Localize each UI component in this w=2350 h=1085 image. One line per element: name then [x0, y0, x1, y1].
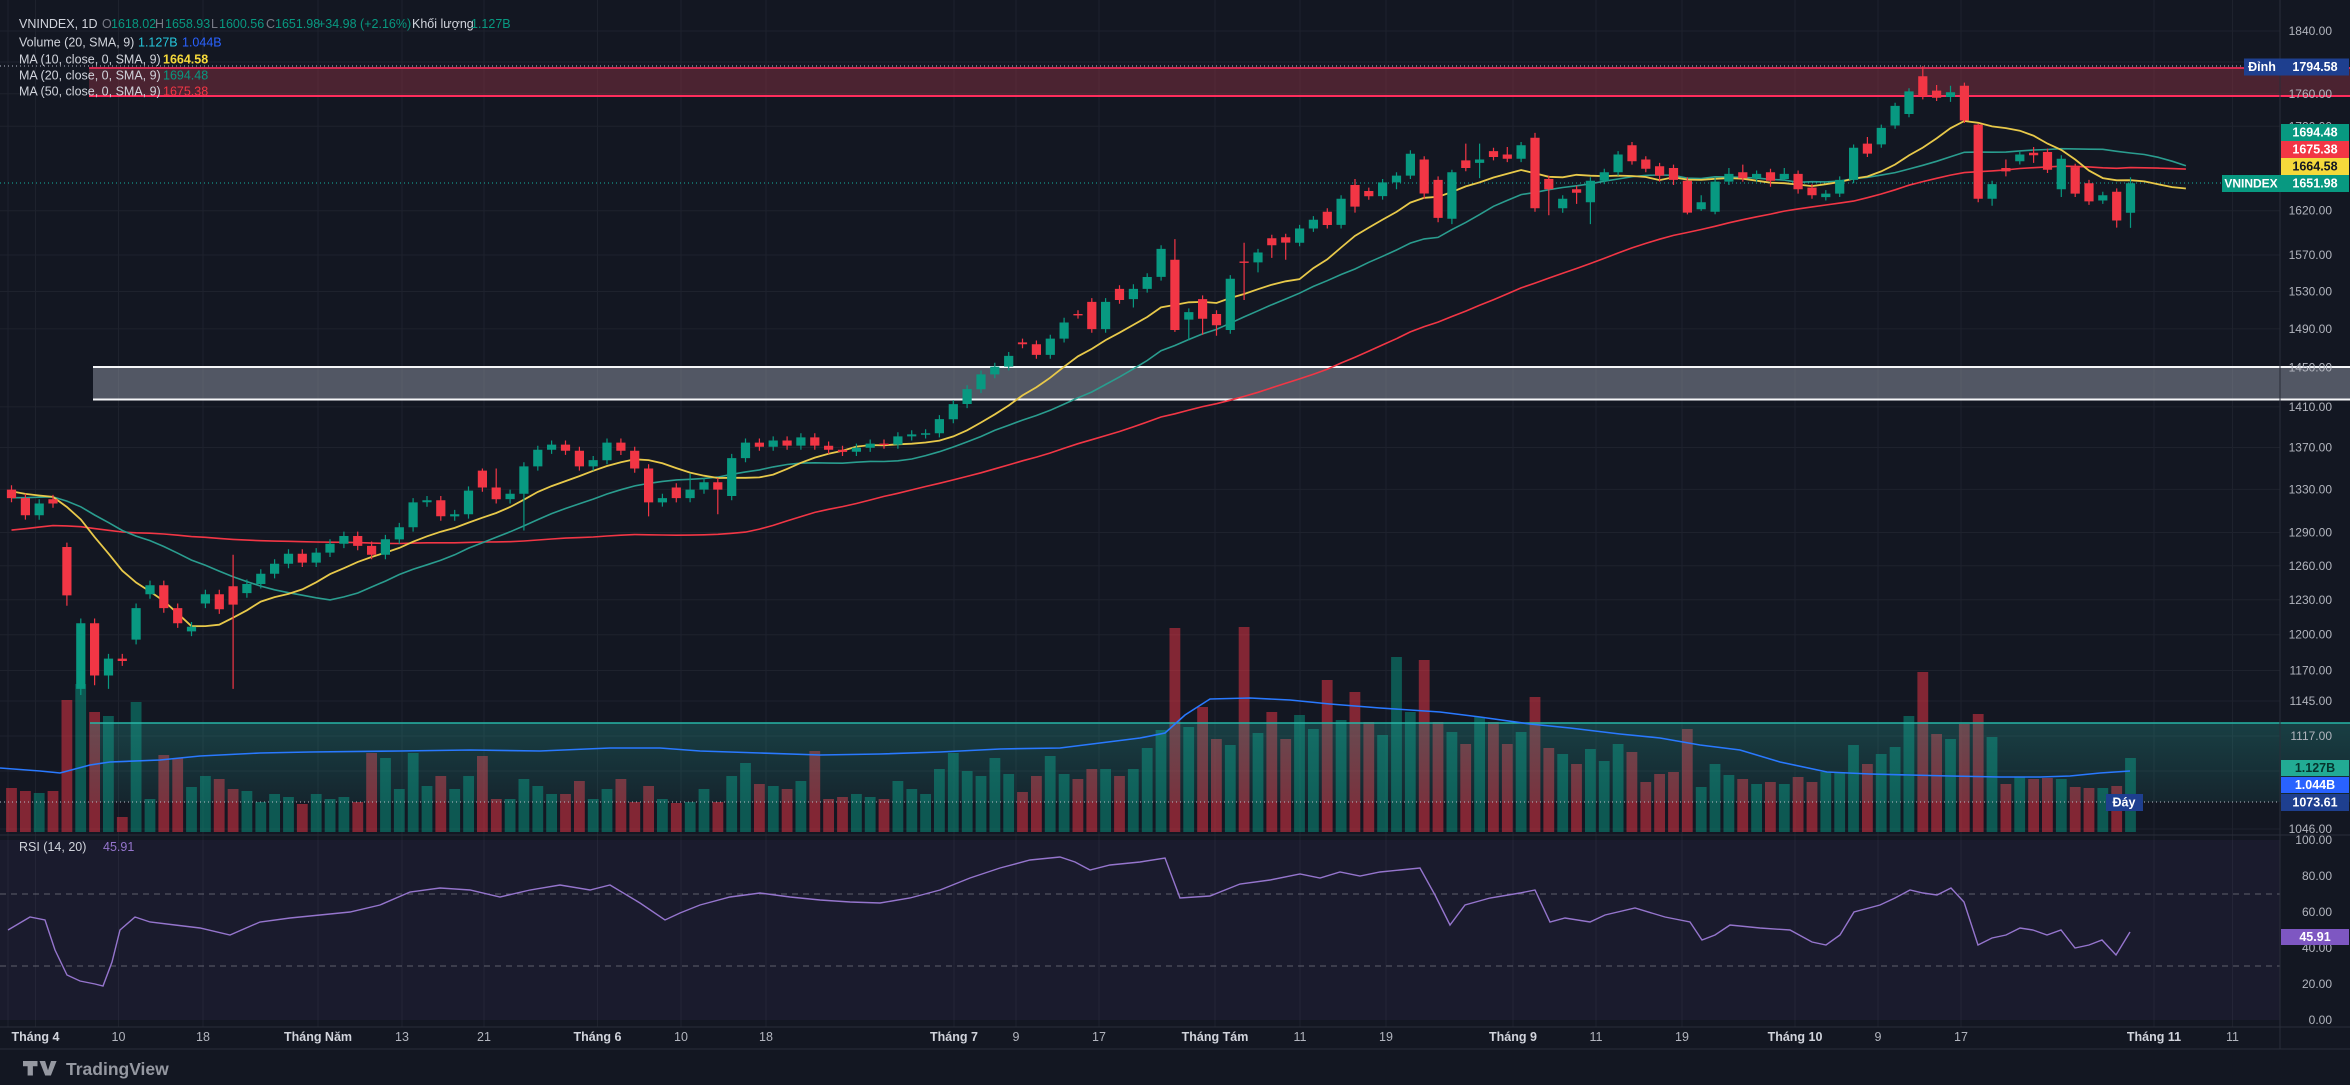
svg-text:1600.56: 1600.56	[219, 17, 264, 31]
svg-text:Tháng 4: Tháng 4	[12, 1030, 60, 1044]
svg-text:11: 11	[1590, 1030, 1603, 1044]
svg-text:1530.00: 1530.00	[2289, 285, 2333, 299]
svg-text:1664.58: 1664.58	[2292, 160, 2337, 174]
svg-text:1.044B: 1.044B	[182, 36, 222, 50]
svg-text:1046.00: 1046.00	[2289, 822, 2333, 836]
svg-text:+34.98 (+2.16%): +34.98 (+2.16%)	[318, 17, 411, 31]
svg-text:1.044B: 1.044B	[2295, 778, 2335, 792]
svg-text:Tháng 11: Tháng 11	[2127, 1030, 2181, 1044]
svg-text:1230.00: 1230.00	[2289, 593, 2333, 607]
svg-text:1117.00: 1117.00	[2290, 729, 2332, 743]
svg-text:Tháng 6: Tháng 6	[574, 1030, 622, 1044]
svg-text:1760.00: 1760.00	[2289, 87, 2333, 101]
svg-text:1200.00: 1200.00	[2289, 628, 2333, 642]
svg-text:Tháng 10: Tháng 10	[1768, 1030, 1823, 1044]
svg-text:80.00: 80.00	[2302, 869, 2332, 883]
svg-text:19: 19	[1379, 1030, 1393, 1044]
svg-text:MA (20, close, 0, SMA, 9): MA (20, close, 0, SMA, 9)	[19, 69, 161, 83]
svg-text:MA (50, close, 0, SMA, 9): MA (50, close, 0, SMA, 9)	[19, 85, 161, 99]
svg-text:C: C	[266, 17, 275, 31]
svg-text:1410.00: 1410.00	[2289, 400, 2333, 414]
svg-text:1794.58: 1794.58	[2292, 60, 2337, 74]
svg-text:Đáy: Đáy	[2113, 796, 2136, 810]
svg-text:1651.98: 1651.98	[2292, 177, 2337, 191]
svg-text:1170.00: 1170.00	[2290, 664, 2333, 678]
svg-text:13: 13	[395, 1030, 409, 1044]
svg-text:18: 18	[759, 1030, 773, 1044]
svg-text:1.127B: 1.127B	[471, 17, 511, 31]
svg-text:0.00: 0.00	[2309, 1013, 2333, 1027]
svg-text:Tháng Tám: Tháng Tám	[1182, 1030, 1249, 1044]
svg-text:1675.38: 1675.38	[2292, 143, 2337, 157]
svg-text:VNINDEX, 1D: VNINDEX, 1D	[19, 17, 98, 31]
svg-text:Volume (20, SMA, 9): Volume (20, SMA, 9)	[19, 36, 134, 50]
svg-text:17: 17	[1954, 1030, 1968, 1044]
svg-text:18: 18	[196, 1030, 210, 1044]
svg-text:1664.58: 1664.58	[163, 53, 208, 67]
svg-text:TradingView: TradingView	[66, 1059, 169, 1079]
svg-text:1145.00: 1145.00	[2290, 694, 2333, 708]
svg-text:100.00: 100.00	[2295, 833, 2332, 847]
svg-text:10: 10	[112, 1030, 126, 1044]
svg-text:20.00: 20.00	[2302, 977, 2332, 991]
svg-text:L: L	[211, 17, 218, 31]
svg-text:11: 11	[2226, 1030, 2239, 1044]
svg-text:1330.00: 1330.00	[2289, 482, 2333, 496]
svg-text:Tháng 7: Tháng 7	[930, 1030, 978, 1044]
svg-text:Khối lượng: Khối lượng	[412, 17, 474, 31]
svg-text:1570.00: 1570.00	[2289, 248, 2333, 262]
svg-text:60.00: 60.00	[2302, 905, 2332, 919]
svg-text:Tháng 9: Tháng 9	[1489, 1030, 1537, 1044]
svg-text:H: H	[155, 17, 164, 31]
svg-text:1694.48: 1694.48	[163, 69, 208, 83]
svg-text:1.127B: 1.127B	[138, 36, 178, 50]
svg-text:1658.93: 1658.93	[165, 17, 210, 31]
svg-text:Tháng Năm: Tháng Năm	[284, 1030, 352, 1044]
svg-text:10: 10	[674, 1030, 688, 1044]
svg-text:1290.00: 1290.00	[2289, 526, 2333, 540]
svg-text:1490.00: 1490.00	[2289, 322, 2333, 336]
svg-text:1620.00: 1620.00	[2289, 204, 2333, 218]
svg-text:RSI (14, 20): RSI (14, 20)	[19, 840, 86, 854]
svg-text:1450.00: 1450.00	[2289, 360, 2333, 374]
svg-text:9: 9	[1875, 1030, 1882, 1044]
svg-text:VNINDEX: VNINDEX	[2224, 177, 2277, 191]
svg-text:MA (10, close, 0, SMA, 9): MA (10, close, 0, SMA, 9)	[19, 53, 161, 67]
svg-text:O: O	[102, 17, 112, 31]
svg-text:1618.02: 1618.02	[111, 17, 156, 31]
svg-text:11: 11	[1294, 1030, 1307, 1044]
svg-text:21: 21	[477, 1030, 491, 1044]
svg-text:45.91: 45.91	[103, 840, 134, 854]
svg-text:9: 9	[1013, 1030, 1020, 1044]
svg-text:19: 19	[1675, 1030, 1689, 1044]
svg-text:1370.00: 1370.00	[2289, 441, 2333, 455]
svg-text:1651.98: 1651.98	[275, 17, 320, 31]
svg-text:1.127B: 1.127B	[2295, 761, 2335, 775]
svg-text:1260.00: 1260.00	[2289, 559, 2333, 573]
svg-text:Đỉnh: Đỉnh	[2248, 60, 2276, 74]
svg-text:1840.00: 1840.00	[2289, 24, 2333, 38]
svg-text:1694.48: 1694.48	[2292, 126, 2337, 140]
svg-text:45.91: 45.91	[2299, 930, 2330, 944]
svg-text:1073.61: 1073.61	[2292, 796, 2337, 810]
svg-text:1675.38: 1675.38	[163, 85, 208, 99]
svg-text:17: 17	[1092, 1030, 1106, 1044]
